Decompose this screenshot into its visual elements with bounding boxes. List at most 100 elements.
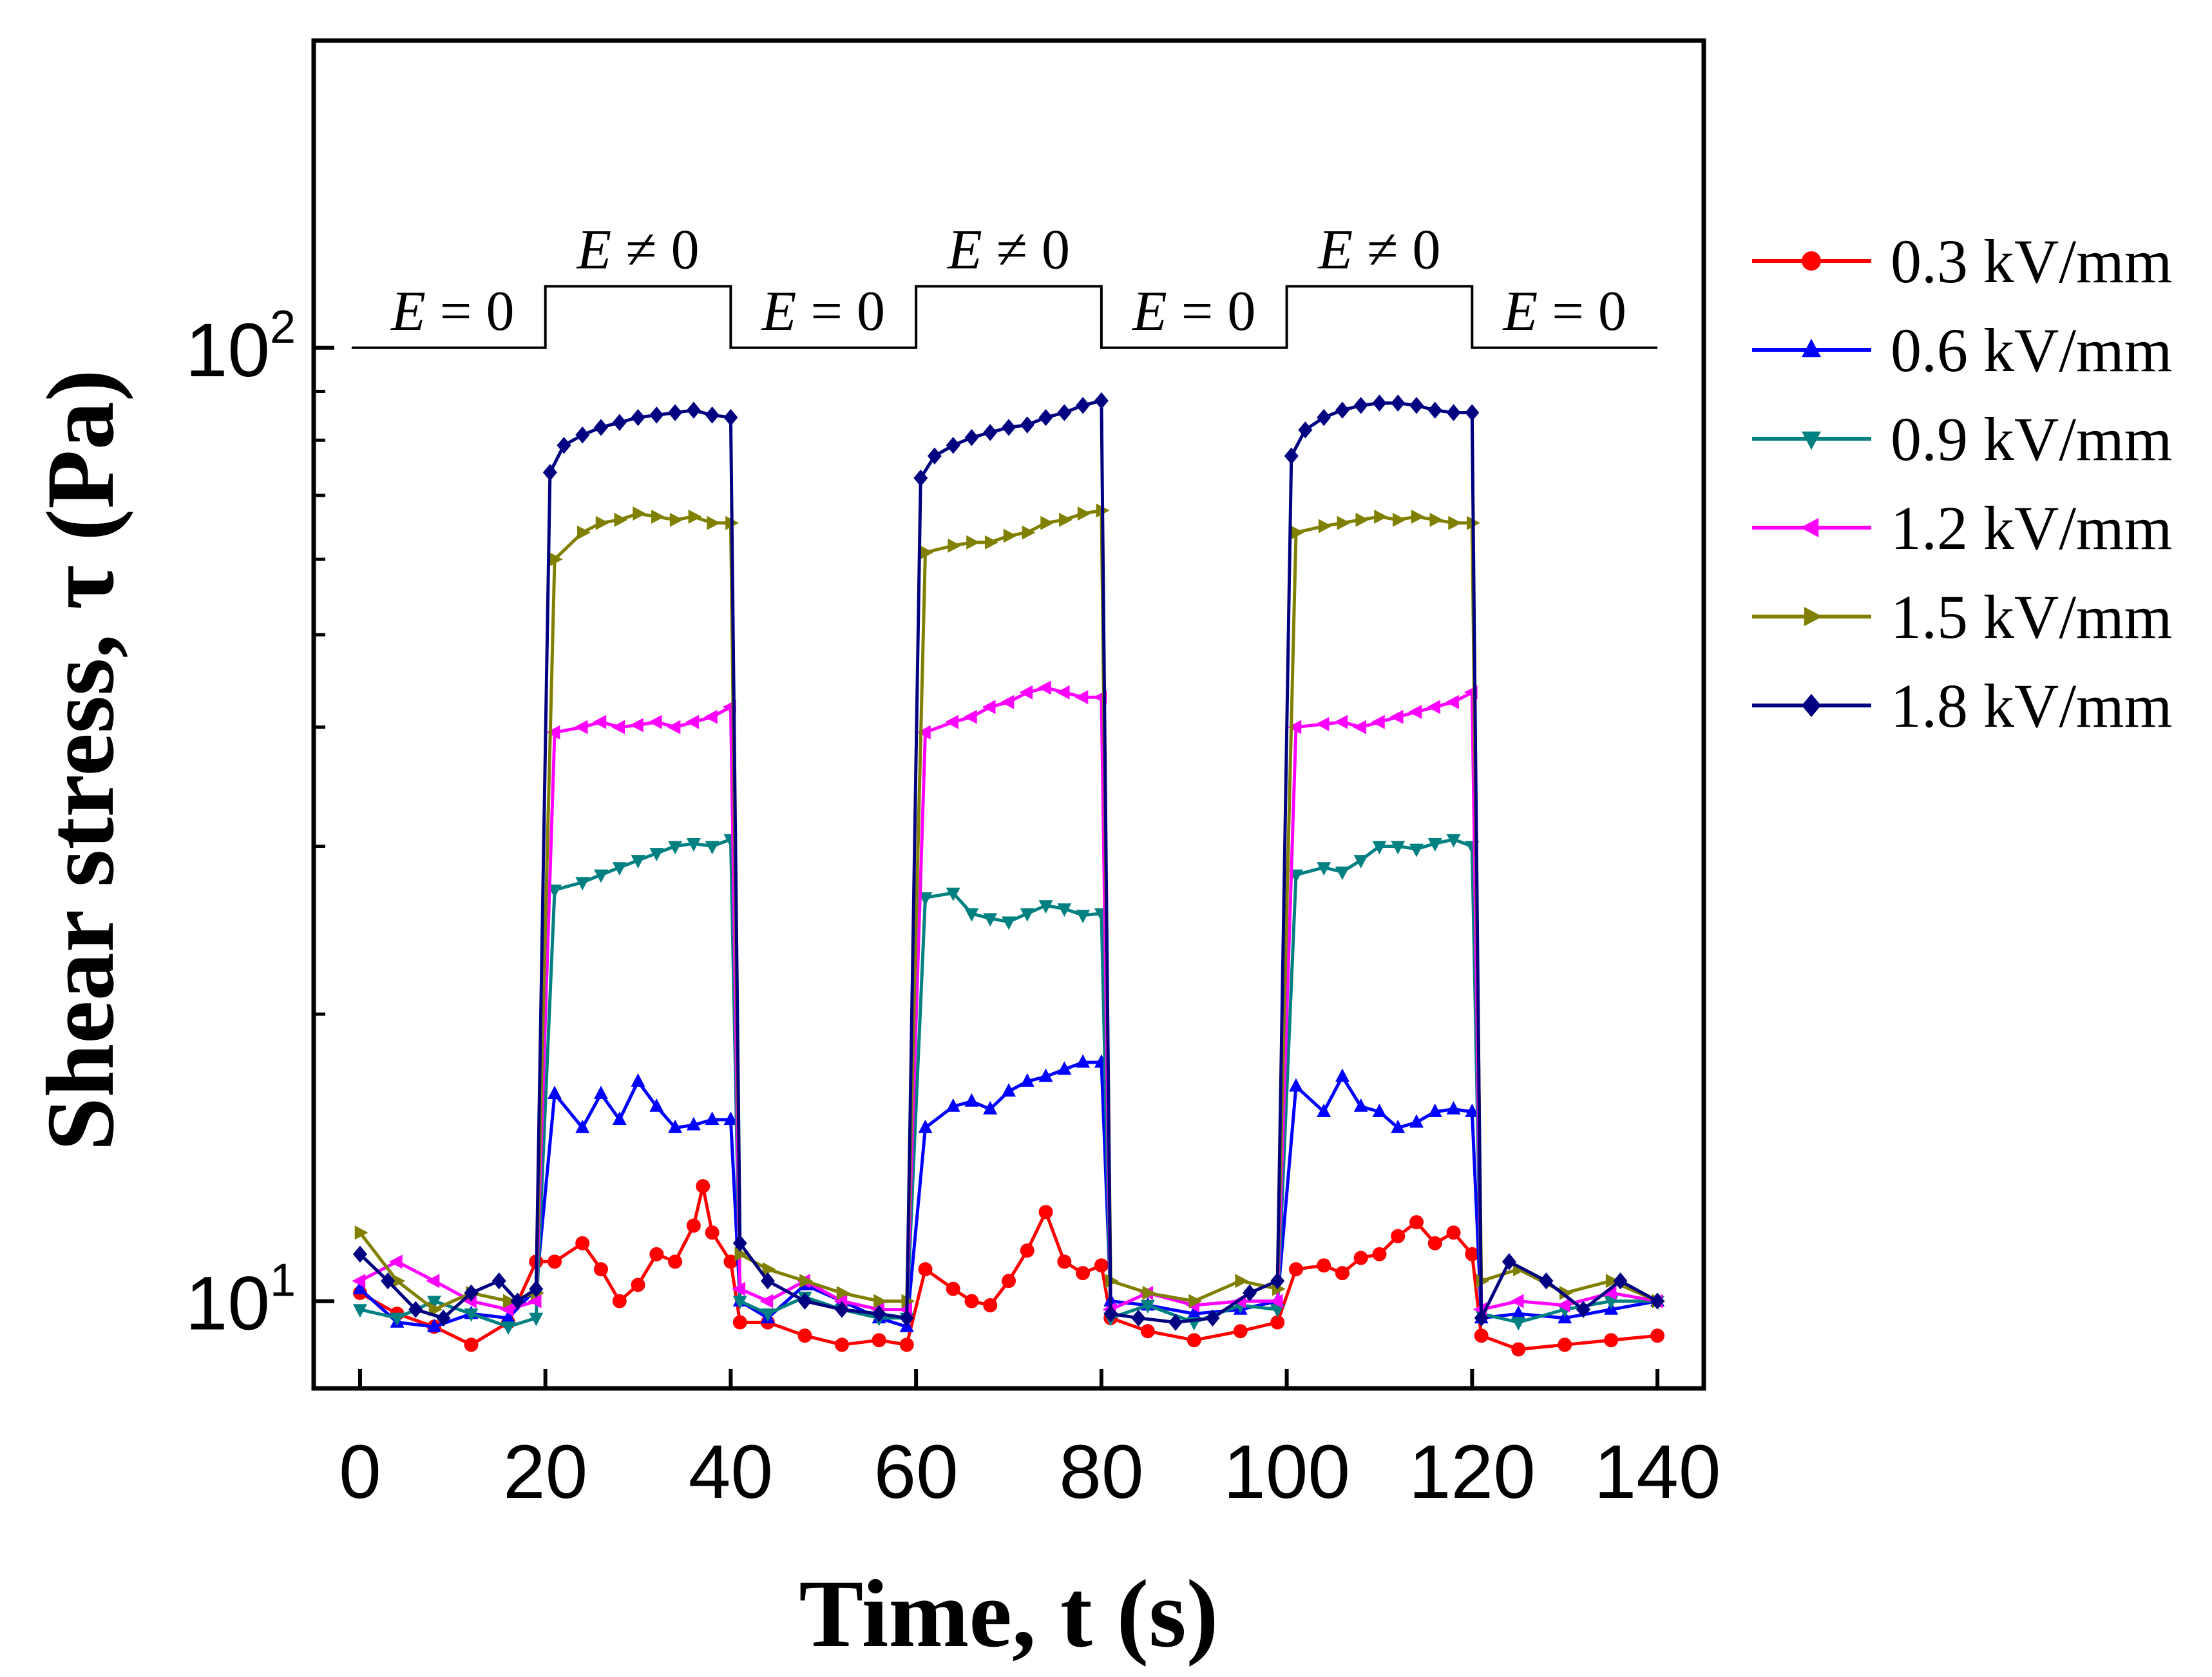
data-point <box>593 869 608 883</box>
field-schedule: E = 0 E ≠ 0 E = 0 E ≠ 0 E = 0 E ≠ 0 E = 0 <box>351 218 1658 349</box>
data-point <box>408 1301 423 1318</box>
data-point <box>651 509 665 524</box>
data-point <box>696 1179 710 1194</box>
data-point <box>542 464 557 481</box>
field-schedule-label: E = 0 <box>1502 280 1626 343</box>
x-tick-label: 0 <box>339 1430 381 1515</box>
data-point <box>1284 447 1299 465</box>
x-tick-label: 120 <box>1409 1430 1536 1515</box>
series-0-9-kv-mm <box>352 834 1665 1335</box>
data-point <box>1077 506 1091 521</box>
data-point <box>388 1254 403 1269</box>
series-0-3-kv-mm <box>352 1179 1665 1357</box>
data-point <box>686 838 701 852</box>
x-tick-label: 40 <box>689 1430 773 1515</box>
data-point <box>686 401 701 419</box>
data-point <box>593 1262 608 1277</box>
data-point <box>946 887 960 901</box>
data-point <box>1317 1258 1331 1273</box>
data-point <box>1429 512 1444 527</box>
data-point <box>501 1310 516 1324</box>
data-point <box>1074 690 1089 705</box>
data-point <box>1391 1229 1406 1243</box>
data-point <box>1355 512 1369 527</box>
data-point <box>1559 1285 1573 1300</box>
data-point <box>1650 1328 1665 1343</box>
data-point <box>1372 841 1387 855</box>
data-point <box>1474 1309 1489 1327</box>
legend-label: 0.6 kV/mm <box>1891 316 2172 385</box>
data-point <box>1187 1333 1201 1348</box>
data-point <box>982 700 996 714</box>
data-point <box>1076 1054 1091 1068</box>
data-point <box>732 1296 747 1310</box>
data-point <box>983 913 998 927</box>
data-point <box>667 720 681 734</box>
data-point <box>528 1294 542 1308</box>
data-point <box>1317 862 1331 876</box>
data-point <box>1465 1247 1480 1261</box>
data-point <box>1445 695 1459 709</box>
data-point <box>760 1308 775 1322</box>
data-point <box>983 1298 998 1313</box>
data-point <box>984 535 998 550</box>
legend-swatch-marker <box>1804 607 1823 626</box>
data-point <box>899 1337 914 1352</box>
legend-item: 1.2 kV/mm <box>1752 494 2172 562</box>
data-point <box>1188 1294 1203 1308</box>
data-point <box>668 1119 683 1133</box>
data-point <box>1270 1315 1285 1330</box>
data-point <box>1372 1103 1387 1117</box>
plot-area-frame <box>311 38 1706 1391</box>
data-point <box>913 469 928 487</box>
data-point <box>631 1278 645 1292</box>
data-point <box>611 720 625 734</box>
data-point <box>1094 1258 1109 1273</box>
data-point <box>1288 1078 1303 1092</box>
data-point <box>1604 1333 1619 1348</box>
data-point <box>1038 900 1053 914</box>
data-point <box>734 1247 748 1261</box>
data-point <box>1511 1305 1526 1319</box>
data-point <box>1353 720 1366 734</box>
data-point <box>575 1236 590 1251</box>
data-point <box>1409 397 1424 414</box>
data-point <box>548 1086 562 1100</box>
data-point <box>1290 525 1304 540</box>
data-point <box>1233 1324 1248 1339</box>
data-point <box>1411 509 1425 524</box>
data-point <box>575 426 590 444</box>
data-point <box>705 1111 720 1126</box>
data-point <box>352 1304 367 1318</box>
data-point <box>732 1281 746 1296</box>
data-point <box>1076 1266 1091 1281</box>
data-point <box>1427 1103 1442 1117</box>
data-point <box>1076 397 1091 414</box>
data-point <box>835 1301 850 1318</box>
data-point <box>631 1073 645 1087</box>
data-point <box>1353 1251 1368 1265</box>
data-point <box>723 408 738 426</box>
data-point <box>964 1294 979 1308</box>
data-point <box>1003 528 1017 543</box>
data-point <box>1002 916 1016 930</box>
data-point <box>593 419 608 436</box>
data-point <box>529 1312 544 1327</box>
data-series-layer <box>352 392 1666 1357</box>
data-point <box>688 509 702 524</box>
data-point <box>797 1292 812 1310</box>
data-point <box>1103 1305 1118 1323</box>
data-point <box>668 841 683 855</box>
legend-label: 1.8 kV/mm <box>1891 671 2172 740</box>
data-point <box>1002 1274 1016 1289</box>
data-point <box>1510 1294 1524 1308</box>
data-point <box>686 1116 701 1131</box>
data-point <box>918 1262 933 1277</box>
data-point <box>964 1093 979 1107</box>
data-point <box>1243 1284 1257 1302</box>
data-point <box>1187 1305 1201 1319</box>
data-point <box>1408 705 1422 720</box>
data-point <box>1020 1073 1034 1087</box>
data-point <box>1057 1061 1072 1075</box>
